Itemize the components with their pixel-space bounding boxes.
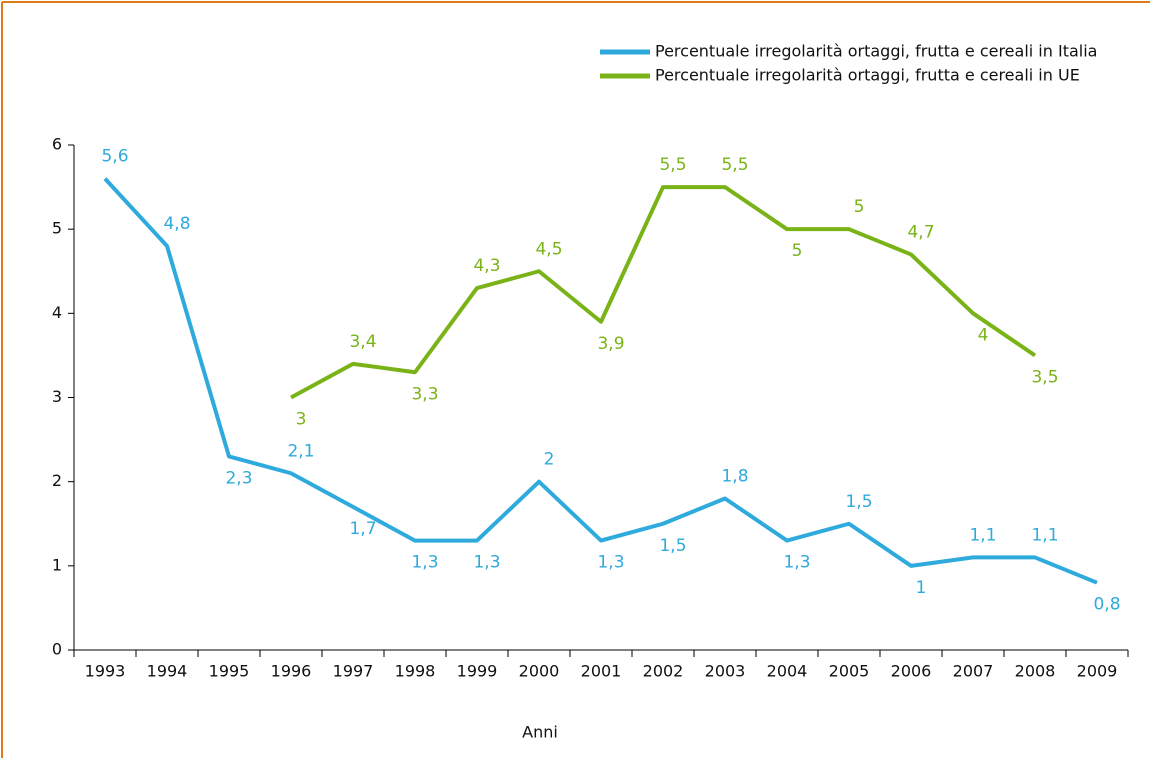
- value-label: 1,1: [969, 525, 996, 545]
- value-label: 1,3: [411, 553, 438, 573]
- value-label: 3: [296, 410, 307, 430]
- value-label: 1,3: [783, 553, 810, 573]
- y-tick-label: 3: [52, 387, 62, 406]
- x-tick-label: 1998: [395, 662, 436, 681]
- value-label: 0,8: [1093, 595, 1120, 615]
- x-tick-label: 2004: [767, 662, 808, 681]
- value-label: 1,8: [721, 467, 748, 487]
- value-label: 1,5: [659, 536, 686, 556]
- value-label: 1,3: [473, 553, 500, 573]
- x-tick-label: 2006: [891, 662, 932, 681]
- value-label: 1: [916, 578, 927, 598]
- x-tick-label: 2009: [1077, 662, 1118, 681]
- series-line: [103, 177, 1098, 585]
- value-label: 4,5: [535, 239, 562, 259]
- value-label: 4: [978, 325, 989, 345]
- x-tick-label: 2002: [643, 662, 684, 681]
- value-label: 5,6: [101, 147, 128, 167]
- x-axis-label: Anni: [522, 723, 558, 742]
- series-line: [290, 185, 1037, 400]
- value-label: 3,4: [349, 332, 376, 352]
- x-tick-label: 1993: [85, 662, 126, 681]
- x-tick-label: 1994: [147, 662, 188, 681]
- value-label: 5,5: [721, 155, 748, 175]
- value-label: 3,3: [411, 384, 438, 404]
- y-tick-label: 1: [52, 555, 62, 574]
- x-tick-label: 2001: [581, 662, 622, 681]
- value-label: 1,7: [349, 519, 376, 539]
- x-tick-label: 2005: [829, 662, 870, 681]
- value-label: 2: [544, 450, 555, 470]
- value-label: 5: [792, 241, 803, 261]
- value-label: 5,5: [659, 155, 686, 175]
- x-tick-label: 2007: [953, 662, 994, 681]
- value-label: 1,3: [597, 553, 624, 573]
- legend-label: Percentuale irregolarità ortaggi, frutta…: [655, 66, 1080, 85]
- y-tick-label: 4: [52, 303, 62, 322]
- value-label: 3,5: [1031, 367, 1058, 387]
- y-tick-label: 2: [52, 471, 62, 490]
- value-label: 3,9: [597, 334, 624, 354]
- value-label: 1,1: [1031, 525, 1058, 545]
- x-tick-label: 2003: [705, 662, 746, 681]
- y-tick-label: 0: [52, 640, 62, 659]
- value-label: 1,5: [845, 492, 872, 512]
- value-label: 5: [854, 197, 865, 217]
- x-tick-label: 1996: [271, 662, 312, 681]
- x-tick-label: 1999: [457, 662, 498, 681]
- value-label: 4,3: [473, 256, 500, 276]
- x-tick-label: 1995: [209, 662, 250, 681]
- value-label: 4,8: [163, 214, 190, 234]
- value-label: 4,7: [907, 222, 934, 242]
- x-tick-label: 2008: [1015, 662, 1056, 681]
- y-tick-label: 5: [52, 219, 62, 238]
- value-label: 2,3: [225, 468, 252, 488]
- x-tick-label: 2000: [519, 662, 560, 681]
- legend-label: Percentuale irregolarità ortaggi, frutta…: [655, 42, 1097, 61]
- y-tick-label: 6: [52, 135, 62, 154]
- value-label: 2,1: [287, 441, 314, 461]
- x-tick-label: 1997: [333, 662, 374, 681]
